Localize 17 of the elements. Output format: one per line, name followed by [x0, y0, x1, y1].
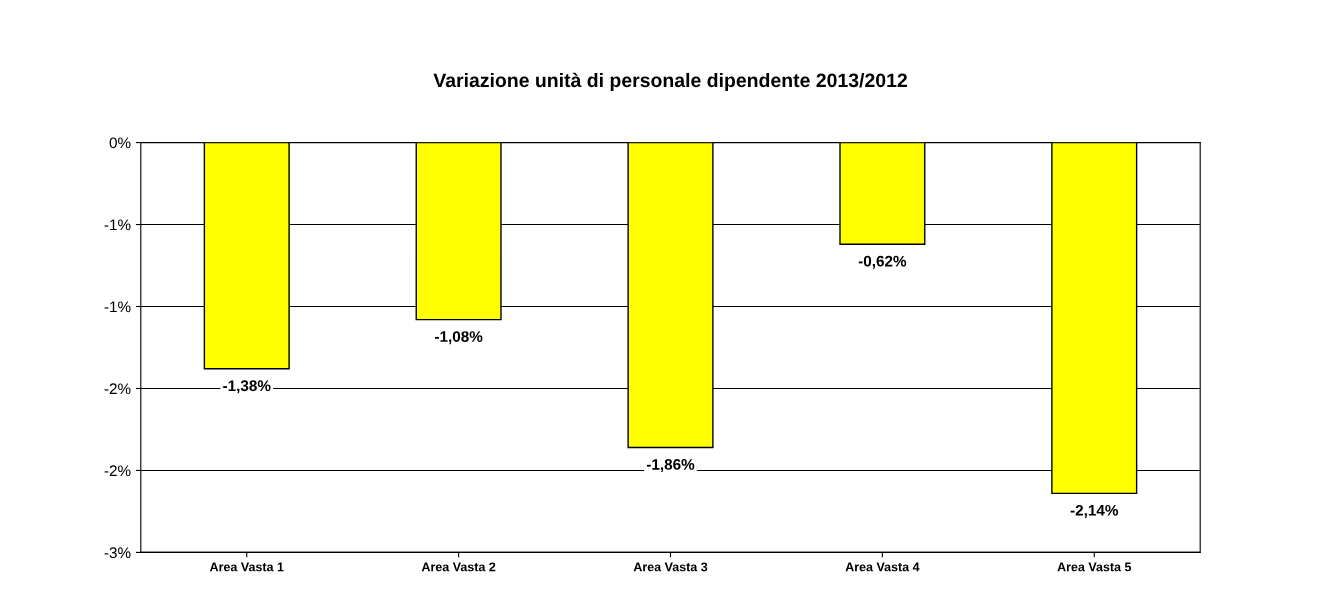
- data-label: -1,86%: [646, 459, 695, 473]
- y-tick-label: -3%: [104, 547, 131, 559]
- chart-title: Variazione unità di personale dipendente 2013/2012: [433, 72, 907, 92]
- x-tick-label: Area Vasta 5: [1057, 562, 1132, 572]
- data-label: -0,62%: [858, 255, 907, 269]
- data-label: -1,38%: [223, 380, 271, 394]
- data-label: -1,08%: [435, 331, 483, 345]
- x-tick-label: Area Vasta 2: [421, 562, 496, 572]
- y-tick-label: 0%: [109, 137, 131, 149]
- x-tick-label: Area Vasta 3: [633, 562, 708, 572]
- y-tick-label: -1%: [104, 301, 131, 313]
- y-tick-label: -2%: [104, 465, 131, 477]
- y-tick-label: -2%: [104, 383, 131, 395]
- x-tick-label: Area Vasta 4: [845, 562, 920, 572]
- x-tick-label: Area Vasta 1: [209, 562, 284, 572]
- data-label: -2,14%: [1070, 504, 1119, 518]
- y-tick-label: -1%: [104, 219, 131, 231]
